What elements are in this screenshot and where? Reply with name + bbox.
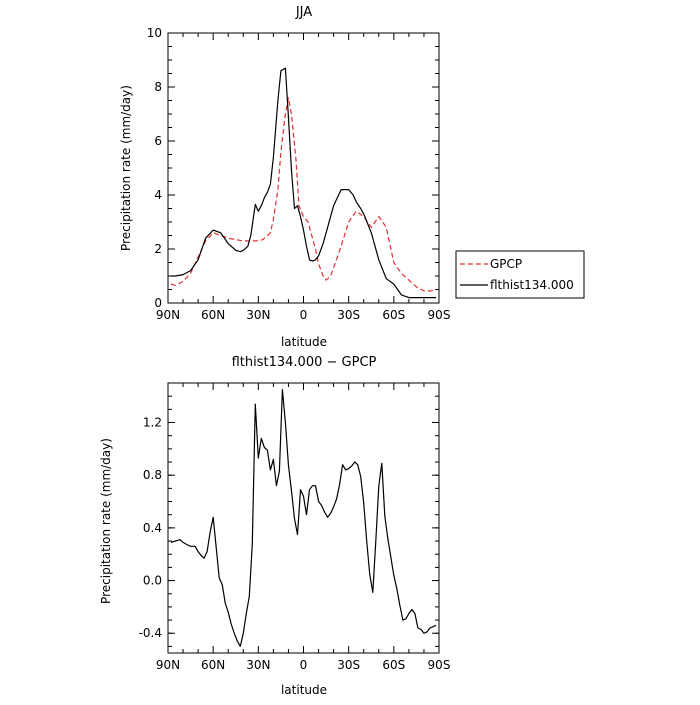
x-axis-label-top: latitude	[281, 335, 327, 349]
x-tick-label-top: 60S	[382, 308, 405, 322]
series-lines-top	[170, 67, 437, 299]
legend-label-gpcp: GPCP	[490, 257, 522, 271]
y-tick-label-top: 10	[147, 26, 162, 40]
y-tick-label-top: 0	[154, 296, 162, 310]
x-tick-label-bottom: 60N	[201, 658, 225, 672]
series-line-top-0	[170, 97, 437, 292]
y-tick-label-top: 2	[154, 242, 162, 256]
series-line-bottom-0	[170, 389, 437, 648]
y-tick-label-top: 6	[154, 134, 162, 148]
x-tick-label-bottom: 60S	[382, 658, 405, 672]
x-tick-label-bottom: 30N	[246, 658, 270, 672]
panel-title-difference: flthist134.000 − GPCP	[232, 355, 377, 370]
y-axis-label-top: Precipitation rate (mm/day)	[119, 85, 133, 251]
panel-jja: JJA Precipitation rate (mm/day) latitude…	[119, 5, 585, 349]
x-tick-label-top: 90S	[428, 308, 451, 322]
x-tick-label-bottom: 90S	[428, 658, 451, 672]
y-tick-label-top: 8	[154, 80, 162, 94]
plot-frame-bottom	[167, 382, 440, 654]
plot-frame-top	[167, 32, 440, 304]
x-tick-label-bottom: 90N	[156, 658, 180, 672]
x-tick-label-top: 0	[300, 308, 308, 322]
x-tick-label-bottom: 30S	[337, 658, 360, 672]
y-tick-label-bottom: 1.2	[143, 416, 162, 430]
panel-difference: flthist134.000 − GPCP Precipitation rate…	[99, 355, 450, 697]
y-tick-label-bottom: -0.4	[139, 626, 162, 640]
y-tick-label-bottom: 0.0	[143, 574, 162, 588]
legend: GPCP flthist134.000	[455, 250, 585, 299]
legend-label-model: flthist134.000	[490, 278, 574, 292]
series-lines-bottom	[170, 389, 437, 648]
x-tick-label-top: 30S	[337, 308, 360, 322]
panel-title-jja: JJA	[295, 5, 312, 20]
y-tick-label-bottom: 0.8	[143, 468, 162, 482]
legend-box	[455, 250, 585, 299]
y-tick-label-bottom: 0.4	[143, 521, 162, 535]
x-tick-label-bottom: 0	[300, 658, 308, 672]
x-tick-label-top: 60N	[201, 308, 225, 322]
series-line-top-1	[171, 67, 436, 299]
y-tick-label-top: 4	[154, 188, 162, 202]
x-tick-label-top: 90N	[156, 308, 180, 322]
y-axis-label-bottom: Precipitation rate (mm/day)	[99, 438, 113, 604]
x-tick-label-top: 30N	[246, 308, 270, 322]
ticks-bottom: 90N 60N 30N 0 30S 60S 90S -0.4 0.0 0.4 0.8 1.2	[139, 382, 451, 672]
x-axis-label-bottom: latitude	[281, 683, 327, 697]
ticks-top: 90N 60N 30N 0 30S 60S 90S 0 2 4 6 8 10	[147, 26, 451, 322]
